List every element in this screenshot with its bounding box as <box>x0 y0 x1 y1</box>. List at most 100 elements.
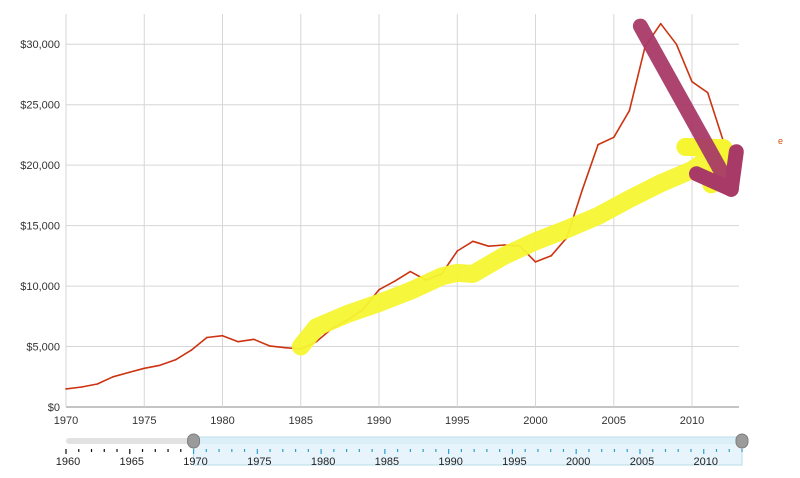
data-point <box>190 349 193 351</box>
data-point <box>80 386 83 388</box>
x-tick-label: 2005 <box>602 415 626 427</box>
slider-minor-tick <box>575 449 577 454</box>
slider-minor-tick <box>524 449 526 452</box>
data-point <box>96 383 99 385</box>
y-tick-label: $5,000 <box>26 342 60 354</box>
x-tick-label: 1975 <box>132 415 156 427</box>
y-tick-label: $25,000 <box>20 100 60 112</box>
slider-minor-tick <box>243 449 246 452</box>
slider-tick-label: 2000 <box>566 456 590 468</box>
slider-minor-tick <box>652 449 654 452</box>
data-point <box>143 367 146 370</box>
slider-minor-tick <box>397 449 399 452</box>
slider-minor-tick <box>435 449 437 452</box>
slider-minor-tick <box>218 449 220 452</box>
slider-minor-tick <box>448 449 450 454</box>
slider-minor-tick <box>282 449 284 452</box>
slider-minor-tick <box>677 449 679 452</box>
slider-minor-tick <box>562 449 565 452</box>
slider-minor-tick <box>256 449 258 454</box>
annotation-arrowhead <box>723 144 744 197</box>
slider-minor-tick <box>78 449 80 452</box>
x-axis-tick-labels: 1970 1975 1980 1985 1990 1995 2000 2005 2010 <box>54 415 705 427</box>
y-tick-label: $30,000 <box>20 39 60 51</box>
data-point <box>112 375 114 378</box>
slider-tick-label: 1960 <box>56 456 80 468</box>
slider-minor-tick <box>154 449 156 452</box>
data-point <box>221 334 224 337</box>
slider-handle-left[interactable] <box>187 433 201 449</box>
data-point <box>503 244 506 246</box>
y-tick-label: $10,000 <box>20 281 60 293</box>
slider-minor-tick <box>294 449 297 452</box>
slider-minor-tick <box>346 449 348 452</box>
x-tick-label: 1985 <box>289 415 313 427</box>
data-series: e <box>65 22 783 390</box>
data-point <box>659 22 662 25</box>
slider-minor-tick <box>167 449 169 452</box>
data-point <box>284 346 286 349</box>
x-tick-label: 1970 <box>54 415 78 427</box>
slider-minor-tick <box>460 449 462 452</box>
data-point <box>581 188 584 191</box>
x-tick-label: 2010 <box>680 415 704 427</box>
slider-minor-tick <box>664 449 667 452</box>
data-point <box>174 359 177 361</box>
slider-tick-label: 2010 <box>693 456 717 468</box>
series-end-label: e <box>778 136 783 146</box>
slider-minor-tick <box>231 449 233 452</box>
slider-minor-tick <box>65 449 67 454</box>
data-point <box>534 261 537 263</box>
data-point <box>597 143 599 146</box>
slider-minor-tick <box>422 449 424 452</box>
slider-handle-right[interactable] <box>735 433 749 449</box>
data-point <box>378 288 380 291</box>
slider-minor-tick <box>550 449 552 452</box>
slider-minor-tick <box>307 449 309 452</box>
slider-tick-label: 1980 <box>311 456 335 468</box>
slider-minor-tick <box>601 449 603 452</box>
x-tick-label: 1980 <box>210 415 234 427</box>
slider-tick-label: 1965 <box>120 456 144 468</box>
data-point <box>612 136 615 139</box>
y-tick-label: $0 <box>48 402 60 414</box>
slider-minor-tick <box>690 449 692 452</box>
slider-minor-tick <box>537 449 539 452</box>
data-point <box>706 91 709 94</box>
annotation-stroke <box>632 18 739 197</box>
range-slider[interactable]: 1960 1965 1970 1975 1980 1985 1990 1995 2000 2005… <box>56 433 749 468</box>
data-point <box>159 364 161 367</box>
slider-minor-tick <box>333 449 335 452</box>
gridlines <box>65 14 739 408</box>
slider-minor-tick <box>486 449 488 452</box>
y-tick-label: $20,000 <box>20 160 60 172</box>
slider-minor-tick <box>715 449 718 452</box>
data-point <box>268 345 271 347</box>
x-tick-label: 1990 <box>367 415 391 427</box>
x-tick-label: 2000 <box>523 415 547 427</box>
x-tick-label: 1995 <box>445 415 469 427</box>
slider-minor-tick <box>511 449 514 454</box>
slider-minor-tick <box>639 449 641 454</box>
slider-minor-tick <box>90 449 93 452</box>
slider-minor-tick <box>473 449 475 452</box>
data-point <box>472 240 474 243</box>
slider-minor-tick <box>728 449 730 452</box>
slider-minor-tick <box>613 449 616 452</box>
slider-minor-tick <box>371 449 373 452</box>
slider-tick-label: 1975 <box>247 456 271 468</box>
y-axis-tick-labels: $0 $5,000 $10,000 $15,000 $20,000 $25,000 $30,… <box>20 39 60 414</box>
slider-selected-track <box>193 438 742 444</box>
data-point <box>675 43 678 46</box>
data-point <box>65 388 67 390</box>
slider-minor-tick <box>192 449 195 454</box>
data-point <box>127 371 130 374</box>
data-point <box>487 245 490 247</box>
data-point <box>550 255 552 257</box>
highlighter-annotations <box>291 18 744 356</box>
data-point <box>206 336 208 339</box>
slider-tick-label: 1970 <box>183 456 207 468</box>
slider-tick-label: 1995 <box>502 456 526 468</box>
data-point <box>409 270 412 273</box>
